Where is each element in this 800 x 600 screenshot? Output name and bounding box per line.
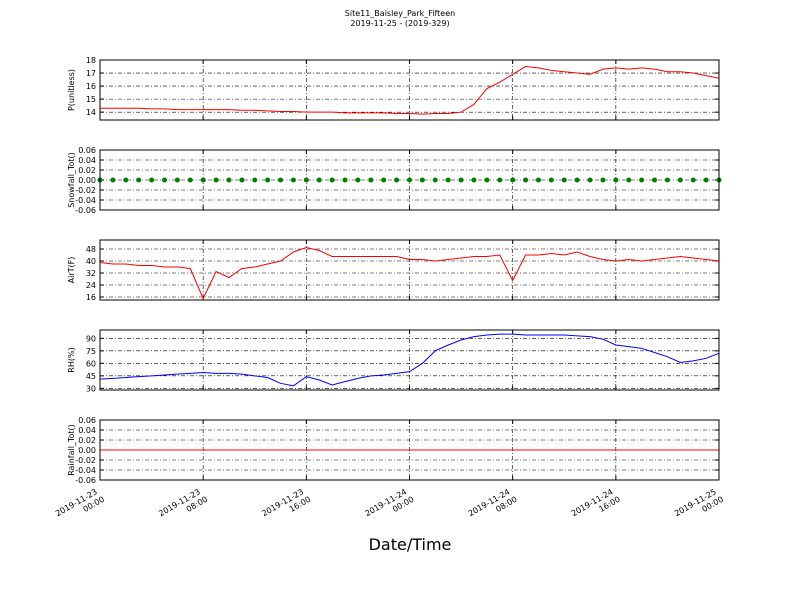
axes-frame [99,239,720,301]
y-axis-label: AirT(F) [67,257,76,284]
y-tick-label: 40 [86,257,96,266]
marker [213,177,219,183]
y-tick-label: 18 [86,56,96,65]
marker [407,177,412,183]
y-tick-label: -0.06 [75,476,96,485]
marker [471,177,477,183]
marker [265,177,271,183]
y-tick-label: 16 [86,82,96,91]
marker [239,177,245,183]
data-line [99,333,720,387]
y-tick-label: -0.06 [75,206,96,215]
x-axis-label: Date/Time [369,535,452,554]
marker [613,177,619,183]
y-tick-label: 24 [86,281,96,290]
y-tick-label: 15 [86,95,96,104]
marker [252,177,258,183]
marker [600,177,606,183]
y-tick-label: 60 [86,359,96,368]
marker [394,177,400,183]
marker [303,177,309,183]
marker [497,177,503,183]
y-axis-label: P(unitless) [67,69,76,111]
y-tick-label: 30 [86,384,96,393]
marker [174,177,180,183]
marker [136,177,142,183]
y-tick-label: 16 [86,293,96,302]
y-tick-label: 0.06 [78,146,96,155]
marker [123,177,129,183]
y-axis-label: Rainfall_Tot() [67,424,76,476]
marker [342,177,348,183]
marker [161,177,167,183]
axes-frame [99,149,720,211]
y-tick-label: 0.04 [78,156,96,165]
marker [226,177,232,183]
marker [110,177,116,183]
marker [574,177,580,183]
marker [484,177,490,183]
y-tick-label: 14 [86,108,96,117]
marker [548,177,554,183]
marker [535,177,541,183]
marker [329,177,335,183]
marker [187,177,193,183]
y-tick-label: 48 [86,245,96,254]
marker [587,177,593,183]
marker [200,177,206,183]
marker [381,177,387,183]
marker [419,177,425,183]
marker [368,177,374,183]
marker [523,177,529,183]
y-tick-label: 0.00 [78,176,96,185]
marker [703,177,709,183]
figure-subtitle: 2019-11-25 - (2019-329) [350,19,449,28]
data-line [100,66,720,115]
y-tick-label: -0.02 [75,456,96,465]
y-tick-label: 0.02 [78,436,96,445]
y-tick-label: 90 [86,334,96,343]
marker [561,177,567,183]
data-line [99,246,720,300]
y-tick-label: -0.04 [75,196,96,205]
y-tick-label: 0.06 [78,416,96,425]
y-axis-label: RH(%) [67,347,76,372]
marker [639,177,645,183]
marker [445,177,451,183]
marker [432,177,438,183]
marker [355,177,361,183]
axes-frame [99,419,720,481]
marker [510,177,516,183]
y-tick-label: 45 [86,372,96,381]
marker [690,177,696,183]
marker [664,177,670,183]
y-tick-label: 0.02 [78,166,96,175]
marker [290,177,296,183]
y-axis-label: Snowfall_Tot() [67,152,76,208]
y-tick-label: -0.04 [75,466,96,475]
y-tick-label: -0.02 [75,186,96,195]
marker [149,177,155,183]
marker [652,177,658,183]
axes-frame [99,59,720,121]
marker [278,177,284,183]
y-tick-label: 32 [86,269,96,278]
y-tick-label: 75 [86,347,96,356]
marker [458,177,464,183]
y-tick-label: 17 [86,69,96,78]
axes-frame [99,329,720,391]
figure-title: Site11_Baisley_Park_Fifteen [345,9,455,18]
marker [626,177,632,183]
marker [316,177,322,183]
y-tick-label: 0.04 [78,426,96,435]
y-tick-label: 0.00 [78,446,96,455]
marker [677,177,683,183]
